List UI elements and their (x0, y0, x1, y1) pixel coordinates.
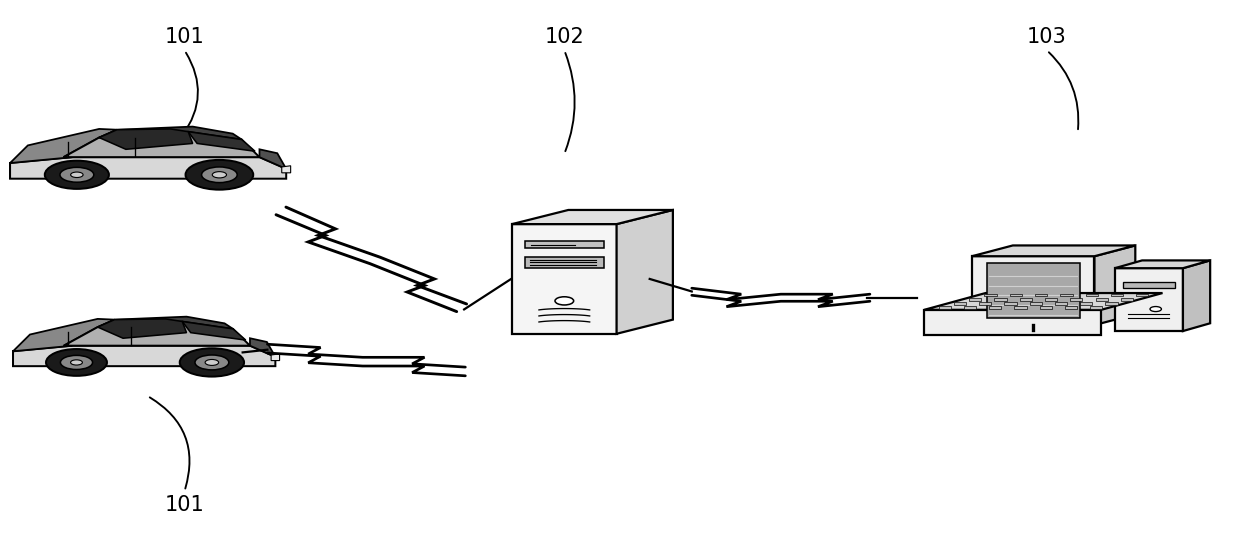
Polygon shape (10, 129, 117, 179)
Circle shape (45, 161, 109, 189)
Polygon shape (924, 310, 1101, 335)
Polygon shape (182, 322, 246, 340)
Circle shape (71, 360, 82, 365)
Polygon shape (924, 293, 1163, 310)
Polygon shape (1095, 298, 1107, 301)
Polygon shape (1029, 302, 1042, 305)
Polygon shape (939, 306, 951, 309)
Polygon shape (1035, 294, 1048, 296)
Polygon shape (512, 210, 673, 224)
Circle shape (1149, 306, 1162, 312)
Polygon shape (525, 241, 604, 248)
Polygon shape (63, 322, 250, 346)
Circle shape (556, 297, 574, 305)
Polygon shape (1080, 302, 1092, 305)
Polygon shape (1106, 302, 1117, 305)
Polygon shape (1090, 306, 1102, 309)
Polygon shape (1085, 294, 1097, 296)
Circle shape (46, 349, 107, 376)
Polygon shape (188, 132, 255, 152)
Polygon shape (98, 319, 186, 338)
Polygon shape (512, 224, 616, 334)
Polygon shape (1183, 260, 1210, 331)
Polygon shape (1019, 298, 1032, 301)
Polygon shape (1045, 298, 1058, 301)
Polygon shape (250, 338, 275, 357)
Polygon shape (987, 263, 1080, 318)
Polygon shape (1014, 306, 1027, 309)
Text: 101: 101 (165, 27, 205, 46)
Text: 101: 101 (165, 495, 205, 515)
Polygon shape (259, 149, 286, 169)
Polygon shape (1055, 302, 1068, 305)
Polygon shape (954, 302, 966, 305)
Circle shape (61, 356, 93, 370)
Polygon shape (1111, 294, 1123, 296)
Polygon shape (1004, 302, 1017, 305)
Circle shape (212, 172, 227, 178)
Polygon shape (10, 157, 286, 179)
Polygon shape (1121, 298, 1133, 301)
Text: 103: 103 (1027, 27, 1066, 46)
Polygon shape (12, 346, 275, 366)
Polygon shape (1009, 294, 1022, 296)
Polygon shape (525, 257, 604, 268)
Circle shape (71, 172, 83, 178)
Polygon shape (1123, 282, 1174, 288)
Polygon shape (990, 306, 1002, 309)
Polygon shape (972, 246, 1136, 256)
Polygon shape (99, 126, 242, 139)
Polygon shape (963, 306, 976, 309)
Polygon shape (63, 132, 259, 157)
Polygon shape (970, 298, 981, 301)
Circle shape (205, 359, 218, 365)
Circle shape (186, 160, 253, 190)
Polygon shape (1070, 298, 1083, 301)
Polygon shape (1039, 306, 1052, 309)
Polygon shape (980, 302, 991, 305)
Polygon shape (616, 210, 673, 334)
Polygon shape (1065, 306, 1078, 309)
Polygon shape (972, 256, 1095, 325)
Polygon shape (281, 166, 290, 173)
Polygon shape (1060, 294, 1073, 296)
Polygon shape (1136, 294, 1148, 296)
Polygon shape (12, 319, 114, 366)
Polygon shape (98, 317, 233, 329)
Polygon shape (1115, 268, 1183, 331)
Circle shape (202, 167, 237, 183)
Circle shape (60, 167, 94, 182)
Circle shape (195, 355, 229, 370)
Polygon shape (272, 354, 279, 360)
Text: 102: 102 (544, 27, 584, 46)
Polygon shape (994, 298, 1007, 301)
Polygon shape (1095, 246, 1136, 325)
Polygon shape (985, 294, 997, 296)
Polygon shape (99, 129, 192, 149)
Circle shape (180, 348, 244, 376)
Polygon shape (1115, 260, 1210, 268)
